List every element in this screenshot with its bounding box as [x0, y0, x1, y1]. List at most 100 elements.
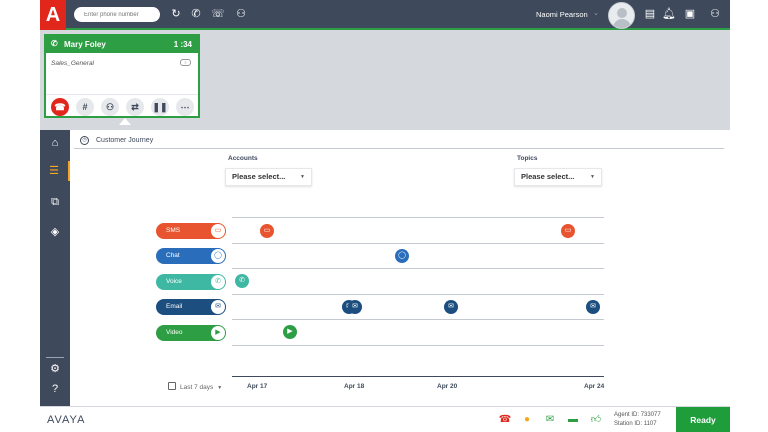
- status-footer: AVAYA ☎ ● ✉ ▬ 👍︎ Agent ID: 733077 Statio…: [40, 406, 730, 432]
- avatar[interactable]: [608, 2, 635, 29]
- email-channel-icon[interactable]: ✉: [545, 414, 555, 425]
- call-queue: Sales_General: [51, 60, 94, 67]
- email-event-marker[interactable]: ✉: [586, 300, 600, 314]
- panel-title: Customer Journey: [96, 137, 154, 144]
- chat-event-marker[interactable]: ◯: [395, 249, 409, 263]
- channel-email-label: Email: [166, 303, 183, 310]
- make-call-icon[interactable]: ✆: [191, 8, 201, 20]
- video-icon: ▶: [211, 326, 225, 340]
- gear-icon[interactable]: ⚙: [50, 363, 60, 375]
- axis-tick-label: Apr 18: [344, 383, 365, 390]
- timeline-row-line: [232, 217, 604, 218]
- clock-icon: ◷: [80, 136, 89, 145]
- chevron-down-icon: ▼: [217, 385, 223, 391]
- chat-channel-icon[interactable]: ●: [523, 414, 531, 425]
- users-icon[interactable]: ⚇: [710, 8, 720, 20]
- transfer-button[interactable]: ⇄: [126, 98, 144, 116]
- side-nav: ⌂ ☰ ⧉ ◈ ⚙ ?: [40, 130, 70, 406]
- channel-email[interactable]: Email ✉: [156, 299, 226, 315]
- transfer-user-icon[interactable]: ⚇: [236, 8, 246, 20]
- channel-video[interactable]: Video ▶: [156, 325, 226, 341]
- topics-select-value: Please select...: [521, 172, 575, 181]
- date-range-value: Last 7 days: [180, 384, 214, 391]
- contact-card-icon[interactable]: ▣: [684, 8, 696, 20]
- conference-button[interactable]: ⚇: [101, 98, 119, 116]
- axis-tick-label: Apr 17: [247, 383, 268, 390]
- caller-name: Mary Foley: [64, 40, 106, 49]
- call-header: ✆ Mary Foley 1 :34: [46, 36, 198, 53]
- station-id-label: Station ID:: [614, 421, 643, 427]
- bell-icon[interactable]: 🔔︎: [662, 8, 676, 20]
- missed-call-icon[interactable]: ☎: [498, 414, 512, 425]
- nav-divider: [46, 357, 64, 358]
- date-range-select[interactable]: Last 7 days ▼: [168, 382, 222, 391]
- channel-chat-label: Chat: [166, 252, 180, 259]
- phone-icon: ✆: [51, 39, 58, 48]
- accounts-select-value: Please select...: [232, 172, 286, 181]
- thumbs-up-icon[interactable]: 👍︎: [590, 414, 602, 425]
- more-button[interactable]: ⋯: [176, 98, 194, 116]
- agent-id-value: 733077: [640, 412, 661, 418]
- clipboard-icon[interactable]: ▤: [644, 8, 656, 20]
- accounts-select[interactable]: Please select... ▼: [225, 168, 312, 186]
- timeline-row-line: [232, 243, 604, 244]
- email-event-marker[interactable]: ✉: [444, 300, 458, 314]
- sms-channel-icon[interactable]: ▬: [568, 414, 578, 425]
- timeline-axis: [232, 376, 604, 377]
- redial-icon[interactable]: ↻: [171, 8, 181, 20]
- ready-state-button[interactable]: Ready: [676, 407, 730, 432]
- station-id-value: 1107: [643, 421, 657, 427]
- home-icon[interactable]: ⌂: [51, 137, 59, 149]
- chevron-down-icon: ▼: [300, 174, 305, 180]
- axis-tick-label: Apr 20: [437, 383, 458, 390]
- hold-button[interactable]: ❚❚: [151, 98, 169, 116]
- agent-id-label: Agent ID:: [614, 412, 640, 418]
- open-external-icon[interactable]: ⧉: [51, 196, 59, 208]
- sms-icon: ▭: [211, 224, 225, 238]
- call-card-pointer: [119, 118, 131, 125]
- chevron-down-icon: ▼: [590, 174, 595, 180]
- avaya-logo-icon: A: [40, 0, 66, 30]
- calendar-icon: [168, 382, 176, 390]
- active-call-card[interactable]: ✆ Mary Foley 1 :34 Sales_General ≡ ☎ # ⚇…: [44, 34, 200, 118]
- callback-icon[interactable]: ☏: [211, 8, 225, 20]
- customer-details-icon[interactable]: ☰: [40, 161, 70, 181]
- voice-event-marker[interactable]: ✆: [235, 274, 249, 288]
- channel-voice-label: Voice: [166, 278, 182, 285]
- sms-event-marker[interactable]: ▭: [260, 224, 274, 238]
- video-event-marker[interactable]: ▶: [283, 325, 297, 339]
- channel-sms[interactable]: SMS ▭: [156, 223, 226, 239]
- top-bar: A ↻ ✆ ☏ ⚇ Naomi Pearson ⌄ ▤ 🔔︎ ▣ ⚇: [40, 0, 730, 30]
- end-call-button[interactable]: ☎: [51, 98, 69, 116]
- agent-name[interactable]: Naomi Pearson: [536, 10, 588, 19]
- axis-tick-label: Apr 24: [584, 383, 605, 390]
- call-controls: ☎ # ⚇ ⇄ ❚❚ ⋯: [46, 94, 198, 118]
- agent-station-ids: Agent ID: 733077 Station ID: 1107: [614, 411, 661, 429]
- channel-chat[interactable]: Chat ◯: [156, 248, 226, 264]
- topics-select[interactable]: Please select... ▼: [514, 168, 602, 186]
- channel-video-label: Video: [166, 329, 183, 336]
- queue-tag-icon: ≡: [180, 59, 191, 66]
- help-icon[interactable]: ?: [51, 383, 59, 395]
- panel-header: ◷ Customer Journey: [74, 133, 724, 149]
- email-event-marker[interactable]: ✉: [348, 300, 362, 314]
- voice-icon: ✆: [211, 275, 225, 289]
- chat-icon: ◯: [211, 249, 225, 263]
- timeline-row-line: [232, 294, 604, 295]
- channel-sms-label: SMS: [166, 227, 181, 234]
- customer-journey-panel: ◷ Customer Journey Accounts Please selec…: [70, 130, 730, 406]
- channel-voice[interactable]: Voice ✆: [156, 274, 226, 290]
- phone-number-input[interactable]: [74, 7, 160, 22]
- timeline-row-line: [232, 268, 604, 269]
- tag-icon[interactable]: ◈: [50, 226, 60, 238]
- sms-event-marker[interactable]: ▭: [561, 224, 575, 238]
- email-icon: ✉: [211, 300, 225, 314]
- call-timer: 1 :34: [173, 40, 192, 49]
- timeline-row-line: [232, 345, 604, 346]
- accounts-label: Accounts: [228, 155, 258, 162]
- dialpad-button[interactable]: #: [76, 98, 94, 116]
- chevron-down-icon[interactable]: ⌄: [593, 10, 599, 17]
- topics-label: Topics: [517, 155, 538, 162]
- footer-brand: AVAYA: [47, 414, 86, 426]
